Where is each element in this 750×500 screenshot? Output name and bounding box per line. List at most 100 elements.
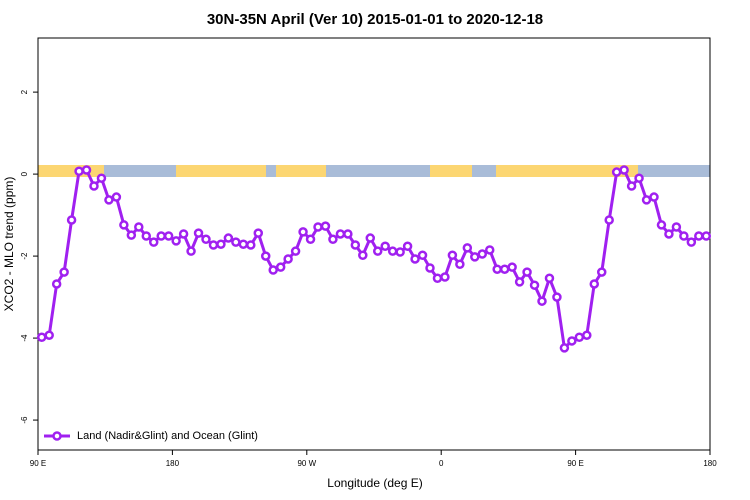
data-point xyxy=(679,231,689,241)
data-point xyxy=(447,250,458,261)
data-point xyxy=(567,336,577,346)
data-point xyxy=(410,254,420,264)
data-point xyxy=(358,250,368,261)
data-point xyxy=(537,296,547,306)
data-point xyxy=(470,252,480,262)
data-point xyxy=(171,236,181,246)
data-point xyxy=(634,173,644,183)
data-point xyxy=(36,332,47,343)
data-point xyxy=(66,215,77,225)
data-point xyxy=(372,246,383,256)
legend-label: Land (Nadir&Glint) and Ocean (Glint) xyxy=(77,430,258,442)
x-axis-label: Longitude (deg E) xyxy=(327,476,422,490)
data-point xyxy=(141,231,152,241)
data-point xyxy=(552,292,562,302)
data-point xyxy=(119,220,129,230)
data-point xyxy=(231,237,241,247)
data-point xyxy=(328,234,338,245)
land-band xyxy=(38,165,104,177)
y-tick-label: 0 xyxy=(20,171,29,176)
data-point xyxy=(477,249,488,259)
data-point xyxy=(402,241,413,252)
land-band xyxy=(276,165,326,177)
data-point xyxy=(529,280,540,290)
data-point xyxy=(111,192,122,202)
data-point xyxy=(671,222,682,232)
data-point xyxy=(186,246,196,256)
data-point xyxy=(455,259,465,270)
data-point xyxy=(96,173,107,183)
data-point xyxy=(664,229,674,239)
data-point xyxy=(387,246,398,256)
data-point xyxy=(246,240,256,250)
data-point xyxy=(193,228,204,238)
data-point xyxy=(208,240,219,250)
land-band xyxy=(496,165,638,177)
series-line xyxy=(41,168,707,351)
data-point xyxy=(574,332,585,343)
data-point xyxy=(283,254,293,264)
x-tick-label: 180 xyxy=(166,459,180,468)
data-point xyxy=(395,247,405,257)
data-point xyxy=(44,330,54,340)
data-point xyxy=(156,231,166,241)
data-point xyxy=(462,243,473,253)
x-tick-label: 90 E xyxy=(30,459,46,468)
data-point xyxy=(484,245,495,255)
data-point xyxy=(649,192,659,202)
data-point xyxy=(656,220,667,230)
legend-marker xyxy=(52,431,62,441)
data-point xyxy=(216,239,226,249)
data-point xyxy=(238,239,249,249)
data-point xyxy=(626,181,637,191)
land-band xyxy=(176,165,266,177)
chart-title: 30N-35N April (Ver 10) 2015-01-01 to 202… xyxy=(207,11,543,28)
data-point xyxy=(425,263,435,273)
data-point xyxy=(298,227,308,237)
data-point xyxy=(365,233,376,243)
data-point xyxy=(59,267,69,277)
data-point xyxy=(223,233,234,243)
data-point xyxy=(589,279,600,289)
data-point xyxy=(417,250,428,261)
y-tick-label: -2 xyxy=(20,252,29,260)
data-point xyxy=(641,195,652,205)
data-point xyxy=(313,222,323,232)
y-tick-label: 2 xyxy=(20,89,29,94)
x-tick-label: 90 E xyxy=(567,459,583,468)
data-point xyxy=(89,181,99,191)
data-point xyxy=(582,330,592,340)
data-point xyxy=(104,195,114,205)
data-point xyxy=(126,230,137,240)
plot-frame xyxy=(37,37,711,451)
x-tick-label: 180 xyxy=(703,459,717,468)
data-point xyxy=(268,265,278,275)
data-point xyxy=(335,229,346,239)
data-point xyxy=(440,272,450,282)
data-point xyxy=(163,231,174,241)
data-point xyxy=(74,166,84,176)
data-point xyxy=(619,165,629,175)
data-point xyxy=(694,231,704,241)
data-point xyxy=(350,240,361,250)
data-point xyxy=(499,264,510,274)
data-point xyxy=(492,264,502,274)
data-point xyxy=(514,277,525,287)
data-point xyxy=(134,222,144,232)
data-point xyxy=(148,237,159,247)
data-point xyxy=(253,228,264,238)
data-point xyxy=(290,246,301,256)
data-point xyxy=(380,241,390,252)
data-point xyxy=(275,262,286,272)
data-point xyxy=(320,221,331,231)
x-tick-label: 90 W xyxy=(297,459,316,468)
data-point xyxy=(596,267,607,277)
land-ocean-band xyxy=(38,165,710,177)
data-point xyxy=(201,234,211,245)
data-point xyxy=(51,279,62,289)
data-point xyxy=(178,229,189,239)
data-point xyxy=(305,234,316,245)
y-tick-label: -4 xyxy=(20,334,29,342)
data-point xyxy=(260,251,271,261)
